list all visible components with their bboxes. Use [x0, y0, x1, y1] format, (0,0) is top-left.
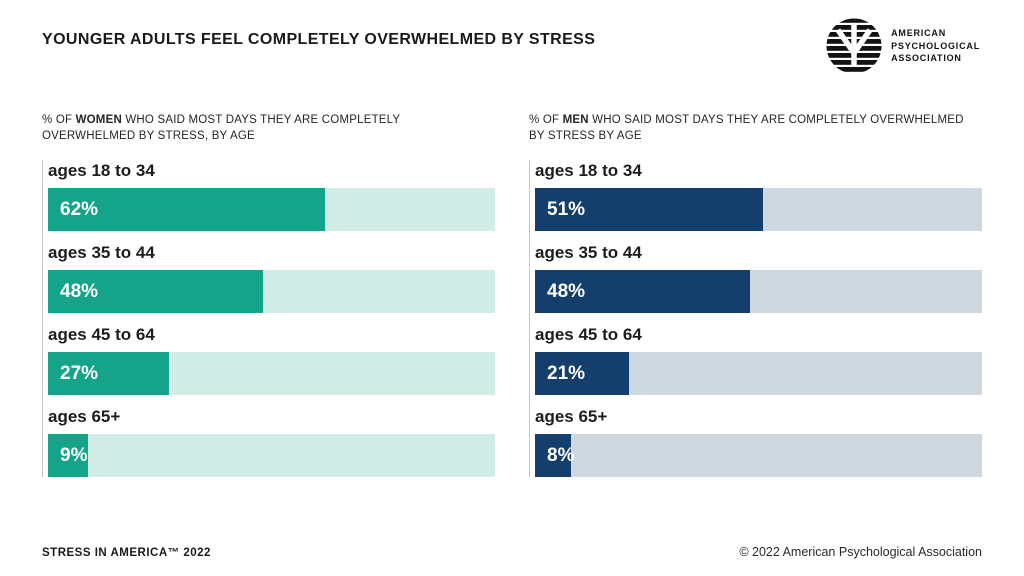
value-label: 21% — [547, 362, 586, 384]
apa-logo: AMERICAN PSYCHOLOGICAL ASSOCIATION — [826, 18, 980, 74]
bar-fill: 48% — [535, 270, 750, 313]
bar-fill: 9% — [48, 434, 89, 477]
bar-fill: 27% — [48, 352, 169, 395]
apa-logo-line: AMERICAN — [891, 28, 946, 39]
bar-group: ages 18 to 34 62% — [48, 160, 495, 231]
subtitle-emphasis: MEN — [562, 114, 589, 126]
category-label: ages 35 to 44 — [48, 243, 155, 262]
bar-group: ages 45 to 64 21% — [535, 324, 982, 395]
men-bar-groups: ages 18 to 34 51% ages 35 to 44 48% ages 45 … — [529, 160, 982, 477]
footer-source: STRESS IN AMERICA™ 2022 — [42, 547, 211, 559]
bar-track: 62% — [48, 188, 495, 231]
bar-fill: 8% — [535, 434, 575, 477]
bar-fill: 62% — [48, 188, 326, 231]
bar-track: 8% — [535, 434, 982, 477]
charts-row: % OF WOMEN WHO SAID MOST DAYS THEY ARE C… — [42, 113, 982, 477]
page-title: YOUNGER ADULTS FEEL COMPLETELY OVERWHELM… — [42, 31, 596, 48]
value-label: 62% — [60, 198, 99, 220]
women-chart: % OF WOMEN WHO SAID MOST DAYS THEY ARE C… — [42, 113, 495, 477]
value-label: 48% — [547, 280, 586, 302]
value-label: 51% — [547, 198, 586, 220]
apa-logo-icon — [826, 18, 882, 74]
category-label: ages 18 to 34 — [535, 161, 642, 180]
bar-track: 21% — [535, 352, 982, 395]
value-label: 48% — [60, 280, 99, 302]
apa-logo-text: AMERICAN PSYCHOLOGICAL ASSOCIATION — [891, 27, 980, 65]
apa-logo-line: PSYCHOLOGICAL — [891, 40, 980, 51]
category-label: ages 65+ — [535, 407, 608, 426]
subtitle-prefix: % OF — [529, 114, 563, 126]
footer-copyright: © 2022 American Psychological Associatio… — [739, 545, 982, 559]
value-label: 8% — [547, 444, 575, 466]
category-label: ages 45 to 64 — [48, 325, 155, 344]
bar-fill: 48% — [48, 270, 263, 313]
bar-track: 27% — [48, 352, 495, 395]
category-label: ages 18 to 34 — [48, 161, 155, 180]
women-chart-subtitle: % OF WOMEN WHO SAID MOST DAYS THEY ARE C… — [42, 113, 495, 147]
bar-group: ages 65+ 9% — [48, 406, 495, 477]
subtitle-suffix: WHO SAID MOST DAYS THEY ARE COMPLETELY O… — [42, 114, 401, 142]
value-label: 9% — [60, 444, 88, 466]
women-bar-groups: ages 18 to 34 62% ages 35 to 44 48% ages 45 … — [42, 160, 495, 477]
bar-track: 51% — [535, 188, 982, 231]
value-label: 27% — [60, 362, 99, 384]
subtitle-suffix: WHO SAID MOST DAYS THEY ARE COMPLETELY O… — [529, 114, 964, 142]
bar-track: 48% — [535, 270, 982, 313]
category-label: ages 35 to 44 — [535, 243, 642, 262]
apa-logo-line: ASSOCIATION — [891, 53, 962, 64]
bar-fill: 51% — [535, 188, 763, 231]
category-label: ages 45 to 64 — [535, 325, 642, 344]
bar-track: 9% — [48, 434, 495, 477]
men-chart: % OF MEN WHO SAID MOST DAYS THEY ARE COM… — [529, 113, 982, 477]
footer: STRESS IN AMERICA™ 2022 © 2022 American … — [42, 545, 982, 559]
subtitle-prefix: % OF — [42, 114, 76, 126]
category-label: ages 65+ — [48, 407, 121, 426]
bar-track: 48% — [48, 270, 495, 313]
bar-group: ages 35 to 44 48% — [48, 242, 495, 313]
bar-group: ages 45 to 64 27% — [48, 324, 495, 395]
bar-group: ages 18 to 34 51% — [535, 160, 982, 231]
subtitle-emphasis: WOMEN — [75, 114, 122, 126]
bar-group: ages 35 to 44 48% — [535, 242, 982, 313]
bar-fill: 21% — [535, 352, 629, 395]
bar-group: ages 65+ 8% — [535, 406, 982, 477]
men-chart-subtitle: % OF MEN WHO SAID MOST DAYS THEY ARE COM… — [529, 113, 982, 147]
